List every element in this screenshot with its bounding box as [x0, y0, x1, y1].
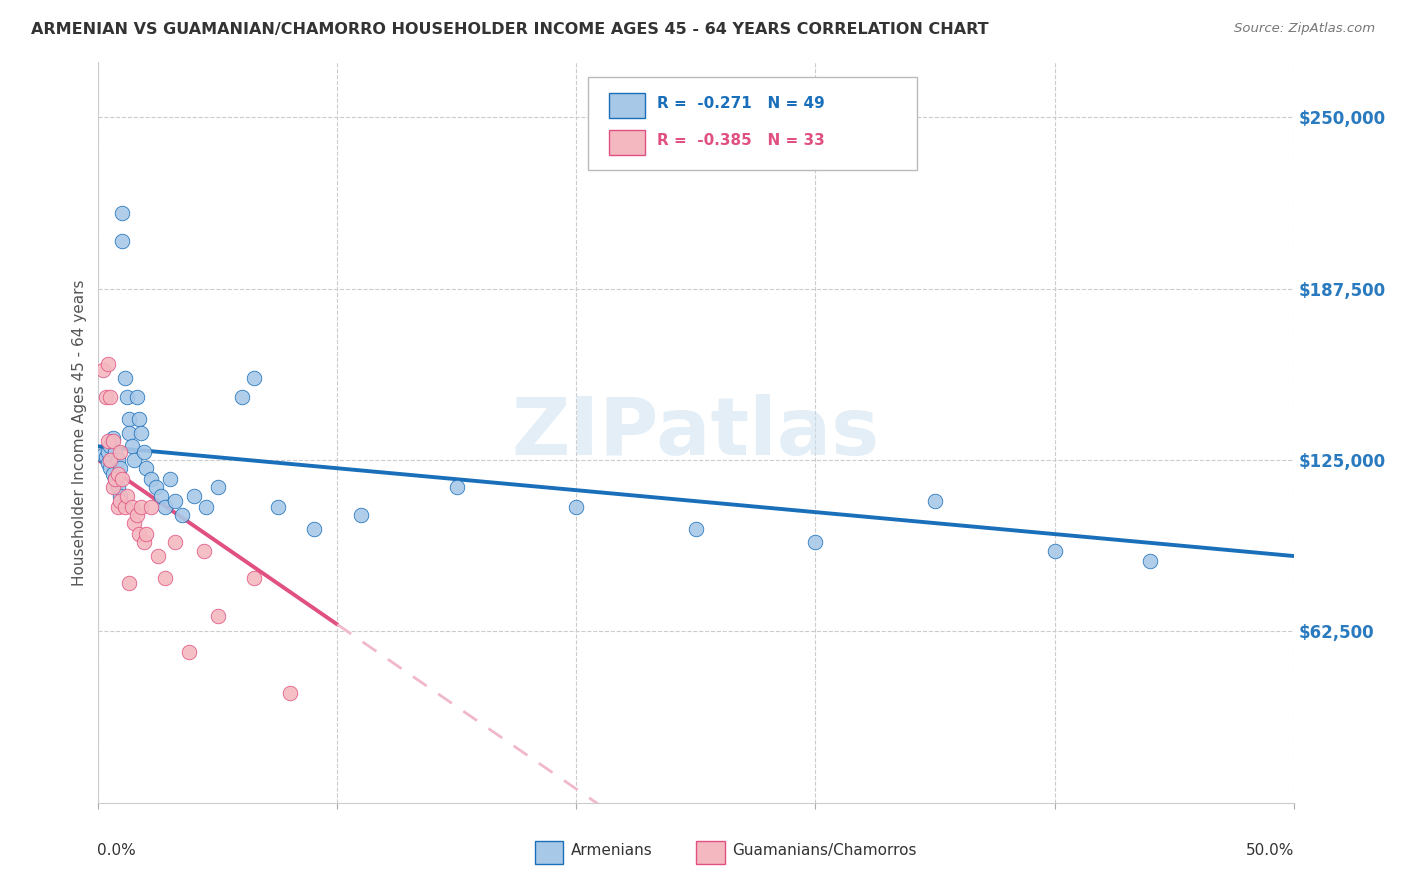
Point: [118, 412, 141, 426]
FancyBboxPatch shape: [589, 78, 917, 169]
Point: [128, 527, 150, 541]
Point: [104, 472, 127, 486]
Point: [155, 571, 177, 585]
Point: [207, 480, 229, 494]
Point: [124, 516, 146, 530]
Point: [115, 489, 138, 503]
Point: [97, 445, 120, 459]
Point: [145, 480, 167, 494]
Point: [107, 480, 129, 494]
Point: [111, 472, 134, 486]
Point: [97, 357, 120, 371]
Point: [179, 645, 201, 659]
Point: [101, 434, 124, 448]
Point: [121, 439, 143, 453]
Point: [91, 362, 114, 376]
Point: [108, 461, 131, 475]
Point: [98, 439, 122, 453]
Point: [125, 508, 148, 522]
Text: ARMENIAN VS GUAMANIAN/CHAMORRO HOUSEHOLDER INCOME AGES 45 - 64 YEARS CORRELATION: ARMENIAN VS GUAMANIAN/CHAMORRO HOUSEHOLD…: [31, 22, 988, 37]
Text: Source: ZipAtlas.com: Source: ZipAtlas.com: [1234, 22, 1375, 36]
Point: [124, 453, 146, 467]
Point: [132, 445, 155, 459]
Point: [91, 448, 114, 462]
Text: Armenians: Armenians: [571, 844, 652, 858]
Point: [139, 500, 162, 514]
Point: [163, 535, 186, 549]
Point: [107, 467, 129, 481]
Point: [97, 434, 120, 448]
Point: [104, 445, 127, 459]
Point: [207, 609, 229, 624]
Point: [149, 489, 172, 503]
Point: [135, 461, 157, 475]
Point: [111, 234, 134, 248]
FancyBboxPatch shape: [696, 840, 724, 864]
Point: [101, 431, 124, 445]
Point: [195, 500, 218, 514]
Point: [107, 453, 129, 467]
Point: [125, 390, 148, 404]
Point: [193, 543, 215, 558]
Point: [172, 508, 194, 522]
Point: [1139, 554, 1161, 568]
Point: [302, 522, 325, 536]
Point: [98, 461, 122, 475]
Point: [114, 371, 136, 385]
Point: [243, 571, 266, 585]
Point: [267, 500, 290, 514]
Y-axis label: Householder Income Ages 45 - 64 years: Householder Income Ages 45 - 64 years: [72, 279, 87, 586]
Point: [243, 371, 266, 385]
Point: [350, 508, 373, 522]
Point: [155, 500, 177, 514]
Point: [107, 500, 129, 514]
Point: [115, 390, 138, 404]
Point: [94, 450, 117, 465]
Point: [924, 494, 946, 508]
Point: [118, 576, 141, 591]
Point: [97, 456, 120, 470]
Point: [131, 425, 153, 440]
Point: [104, 472, 127, 486]
Text: ZIPatlas: ZIPatlas: [512, 393, 880, 472]
FancyBboxPatch shape: [609, 130, 644, 155]
Text: R =  -0.271   N = 49: R = -0.271 N = 49: [657, 95, 824, 111]
Point: [565, 500, 588, 514]
Point: [98, 390, 122, 404]
Point: [183, 489, 205, 503]
Point: [1043, 543, 1066, 558]
Point: [135, 527, 157, 541]
Point: [278, 686, 301, 700]
Point: [108, 489, 131, 503]
Point: [446, 480, 468, 494]
Point: [231, 390, 253, 404]
Text: Guamanians/Chamorros: Guamanians/Chamorros: [733, 844, 917, 858]
Point: [804, 535, 827, 549]
Text: 50.0%: 50.0%: [1246, 844, 1295, 858]
Text: 0.0%: 0.0%: [97, 844, 136, 858]
Point: [94, 390, 117, 404]
Point: [121, 500, 143, 514]
Point: [163, 494, 186, 508]
Point: [139, 472, 162, 486]
Point: [132, 535, 155, 549]
Point: [111, 206, 134, 220]
Point: [159, 472, 181, 486]
Point: [108, 445, 131, 459]
Point: [131, 500, 153, 514]
FancyBboxPatch shape: [609, 93, 644, 118]
Point: [101, 467, 124, 481]
Point: [685, 522, 707, 536]
Text: R =  -0.385   N = 33: R = -0.385 N = 33: [657, 133, 824, 148]
Point: [101, 480, 124, 494]
Point: [108, 494, 131, 508]
Point: [114, 500, 136, 514]
FancyBboxPatch shape: [534, 840, 564, 864]
Point: [128, 412, 150, 426]
Point: [148, 549, 170, 563]
Point: [98, 453, 122, 467]
Point: [118, 425, 141, 440]
